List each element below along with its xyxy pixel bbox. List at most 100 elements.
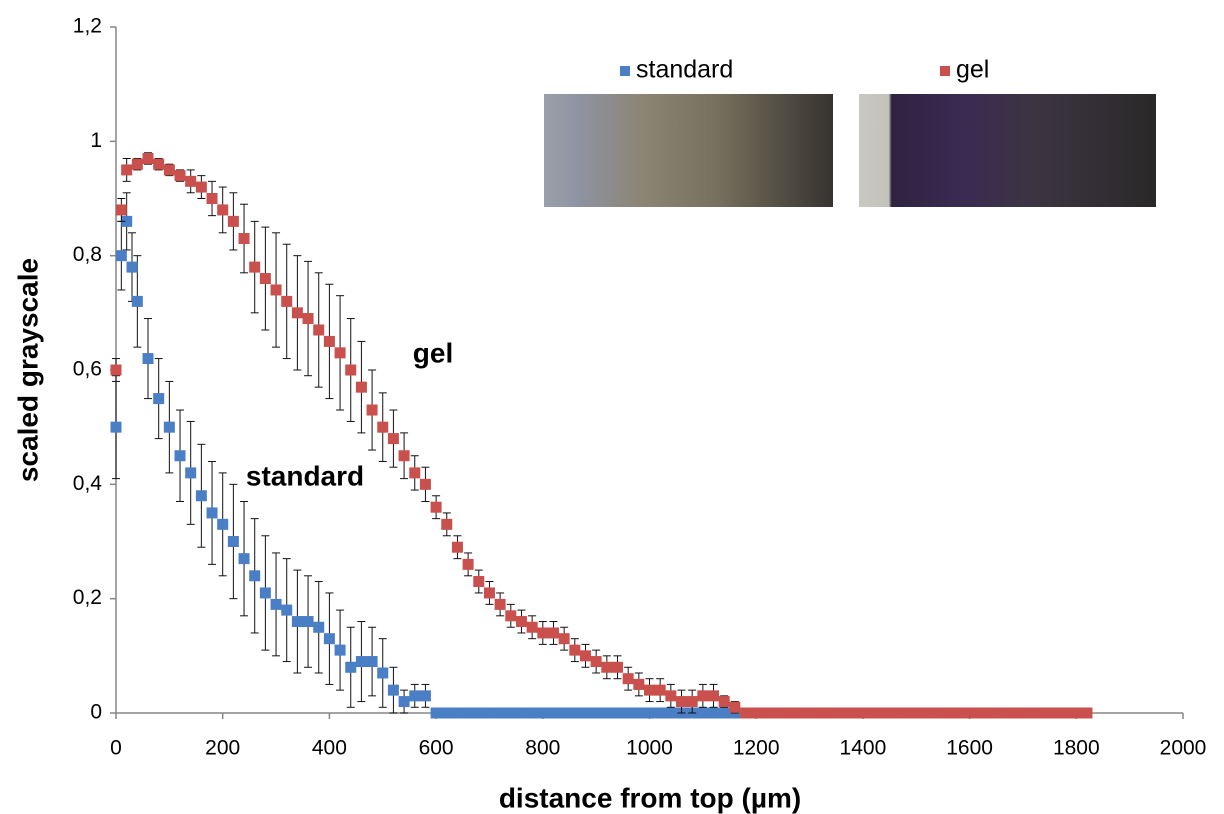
y-tick-label: 1,2 [73, 15, 102, 38]
marker [110, 421, 122, 433]
marker [1028, 707, 1040, 719]
marker [868, 707, 880, 719]
y-tick-label: 0,2 [73, 586, 102, 609]
marker [558, 707, 570, 719]
marker [227, 215, 239, 227]
marker [996, 707, 1008, 719]
marker [1049, 707, 1061, 719]
marker [857, 707, 869, 719]
marker [537, 707, 549, 719]
marker [126, 261, 138, 273]
marker [430, 707, 442, 719]
marker [718, 696, 730, 708]
marker [377, 421, 389, 433]
marker [227, 536, 239, 547]
marker [569, 644, 581, 656]
marker [611, 707, 623, 719]
marker [1006, 707, 1018, 719]
marker [654, 707, 666, 719]
x-tick-label: 200 [205, 737, 240, 760]
marker [131, 158, 143, 170]
marker [846, 707, 858, 719]
marker [622, 707, 634, 719]
standard-photo [544, 94, 833, 207]
marker [601, 661, 613, 673]
legend-label: gel [956, 56, 989, 84]
marker [729, 701, 741, 713]
marker [451, 707, 463, 719]
marker [686, 696, 698, 708]
x-tick-label: 0 [110, 737, 122, 760]
marker [409, 467, 421, 479]
marker [355, 656, 367, 668]
marker [409, 690, 421, 702]
marker [195, 490, 207, 502]
marker [355, 381, 367, 393]
marker [515, 616, 527, 628]
x-tick-label: 400 [312, 737, 347, 760]
marker [377, 667, 389, 679]
marker [505, 610, 517, 622]
marker [515, 707, 527, 719]
marker [206, 193, 218, 204]
marker [121, 215, 133, 227]
marker [163, 421, 175, 433]
marker [708, 707, 720, 719]
marker [387, 433, 399, 445]
marker [462, 707, 474, 719]
marker [547, 627, 559, 639]
marker [654, 684, 666, 696]
marker [889, 707, 901, 719]
marker [804, 707, 816, 719]
marker [270, 598, 282, 610]
marker [505, 707, 517, 719]
marker [590, 707, 602, 719]
x-tick-label: 1200 [733, 737, 780, 760]
marker [185, 467, 197, 479]
marker [345, 364, 357, 376]
marker [1081, 707, 1093, 719]
marker [451, 541, 463, 553]
marker [441, 518, 453, 530]
marker [323, 335, 335, 347]
marker [761, 707, 773, 719]
marker [494, 598, 506, 610]
marker [718, 707, 730, 719]
marker [708, 690, 720, 702]
marker [195, 181, 207, 193]
marker [601, 707, 613, 719]
y-tick-label: 0 [90, 701, 102, 724]
marker [153, 393, 165, 405]
marker [579, 650, 591, 662]
legend-swatch [940, 66, 950, 76]
marker [793, 707, 805, 719]
marker [334, 347, 346, 359]
marker [419, 478, 431, 490]
marker [302, 313, 314, 325]
marker [942, 707, 954, 719]
marker [665, 707, 677, 719]
marker [259, 587, 271, 599]
y-tick-label: 0,8 [73, 243, 102, 266]
marker [772, 707, 784, 719]
marker [1038, 707, 1050, 719]
marker [665, 690, 677, 702]
marker [558, 633, 570, 645]
marker [526, 621, 538, 633]
marker [611, 661, 623, 673]
marker [115, 250, 127, 262]
marker [174, 450, 186, 462]
marker [921, 707, 933, 719]
x-tick-label: 1000 [626, 737, 673, 760]
marker [334, 644, 346, 656]
x-tick-label: 1800 [1053, 737, 1100, 760]
y-tick-label: 0,6 [73, 358, 102, 381]
x-tick-label: 2000 [1160, 737, 1207, 760]
marker [185, 175, 197, 187]
marker [387, 684, 399, 696]
marker [782, 707, 794, 719]
marker [153, 158, 165, 170]
marker [750, 707, 762, 719]
legend-swatch [620, 66, 630, 76]
